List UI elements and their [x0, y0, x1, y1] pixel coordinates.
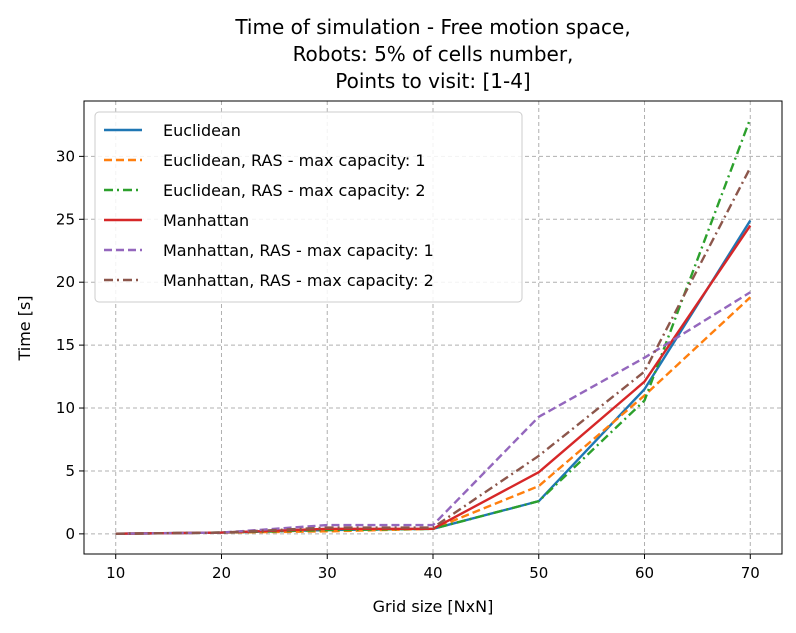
legend-label: Manhattan, RAS - max capacity: 1 [163, 241, 434, 260]
chart-title-line-2: Robots: 5% of cells number, [293, 42, 574, 66]
legend-box [94, 111, 523, 303]
series-line-6 [115, 167, 752, 535]
legend-label: Manhattan, RAS - max capacity: 2 [163, 271, 434, 290]
legend-label: Euclidean [163, 121, 241, 140]
y-tick-label: 0 [65, 525, 75, 543]
y-tick-label: 5 [65, 462, 75, 480]
series-line-4 [115, 224, 752, 535]
y-tick-label: 10 [56, 399, 75, 417]
legend: Euclidean Euclidean, RAS - max capacity: … [94, 111, 523, 303]
legend-label: Euclidean, RAS - max capacity: 2 [163, 181, 426, 200]
y-axis-label: Time [s] [15, 295, 34, 361]
series-line-5 [115, 291, 751, 535]
x-axis-label: Grid size [NxN] [373, 597, 494, 616]
chart-title-line-1: Time of simulation - Free motion space, [234, 15, 630, 39]
x-tick-label: 50 [529, 564, 548, 582]
y-tick-label: 25 [56, 210, 75, 228]
x-tick-label: 20 [212, 564, 231, 582]
legend-label: Euclidean, RAS - max capacity: 1 [163, 151, 426, 170]
x-tick-label: 70 [741, 564, 760, 582]
plot-frame [83, 100, 783, 555]
x-tick-label: 30 [318, 564, 337, 582]
y-tick-label: 30 [56, 147, 75, 165]
axes: 10 20 30 40 50 60 70 0 5 10 15 20 25 30 [56, 100, 783, 582]
x-tick-label: 60 [635, 564, 654, 582]
legend-label: Manhattan [163, 211, 249, 230]
chart-title-line-3: Points to visit: [1-4] [335, 69, 530, 93]
series-lines [115, 118, 752, 535]
y-tick-label: 15 [56, 336, 75, 354]
y-tick-label: 20 [56, 273, 75, 291]
x-tick-label: 10 [106, 564, 125, 582]
x-tick-label: 40 [423, 564, 442, 582]
